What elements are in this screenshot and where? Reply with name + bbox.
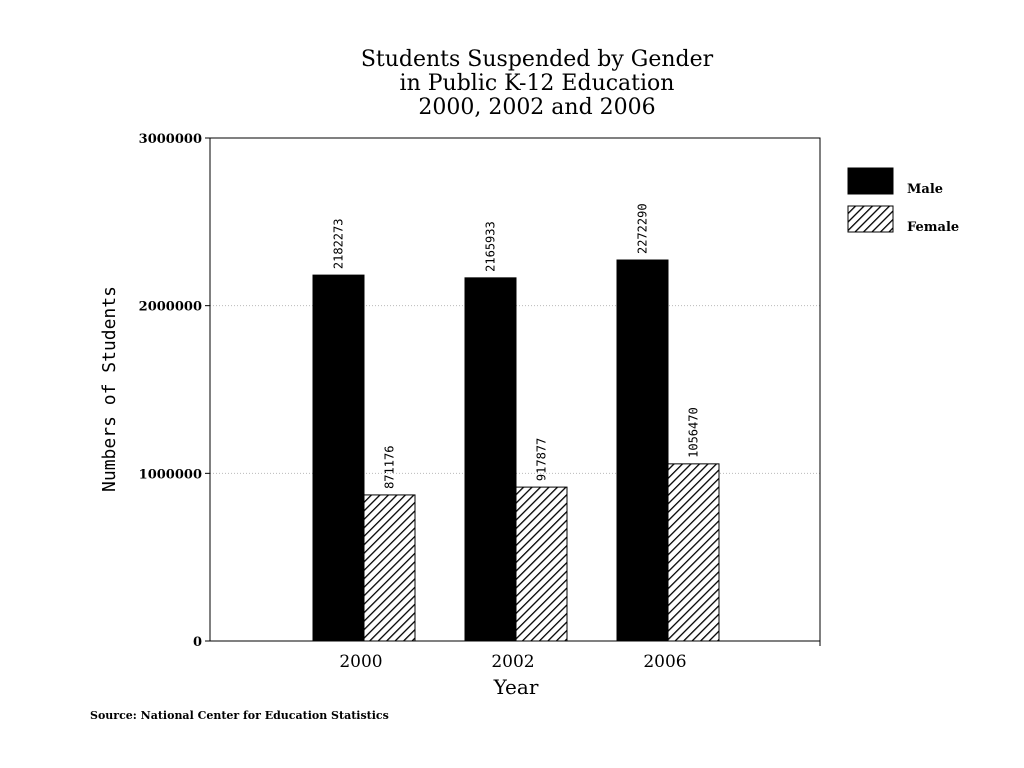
y-tick-label: 2000000 xyxy=(139,300,202,315)
legend: Male Female xyxy=(847,167,959,235)
title-line-2: in Public K-12 Education xyxy=(400,71,675,96)
chart-title: Students Suspended by Gender in Public K… xyxy=(361,47,714,120)
y-axis-label: Numbers of Students xyxy=(99,286,120,492)
bar-male-2002 xyxy=(464,277,517,642)
data-label-male-2006: 2272290 xyxy=(636,203,650,254)
x-tick-label: 2000 xyxy=(339,652,382,672)
data-label-female-2002: 917877 xyxy=(535,438,549,481)
bar-male-2006 xyxy=(616,259,669,642)
bar-female-2006 xyxy=(667,463,720,642)
x-axis-ticks: 2000 2002 2006 xyxy=(339,641,821,672)
bar-female-2000 xyxy=(363,494,416,642)
bar-female-2002 xyxy=(515,486,568,642)
legend-swatch-male xyxy=(847,167,894,195)
y-axis-ticks: 0 1000000 2000000 3000000 xyxy=(139,132,210,650)
legend-label-male: Male xyxy=(907,182,943,197)
y-tick-label: 3000000 xyxy=(139,132,202,147)
x-tick-label: 2002 xyxy=(491,652,534,672)
y-tick-label: 0 xyxy=(193,635,202,650)
x-tick-label: 2006 xyxy=(643,652,686,672)
legend-swatch-female xyxy=(847,205,894,233)
bars: 2182273 871176 2165933 917877 2272290 1056470 xyxy=(312,203,720,642)
source-note: Source: National Center for Education St… xyxy=(90,709,389,722)
x-axis-label: Year xyxy=(493,675,539,699)
y-tick-label: 1000000 xyxy=(139,467,202,482)
bar-male-2000 xyxy=(312,274,365,642)
data-label-female-2000: 871176 xyxy=(383,446,397,489)
legend-label-female: Female xyxy=(907,220,959,235)
data-label-male-2000: 2182273 xyxy=(332,219,346,270)
title-line-1: Students Suspended by Gender xyxy=(361,47,714,72)
data-label-female-2006: 1056470 xyxy=(687,407,701,458)
data-label-male-2002: 2165933 xyxy=(484,221,498,272)
title-line-3: 2000, 2002 and 2006 xyxy=(418,95,655,120)
